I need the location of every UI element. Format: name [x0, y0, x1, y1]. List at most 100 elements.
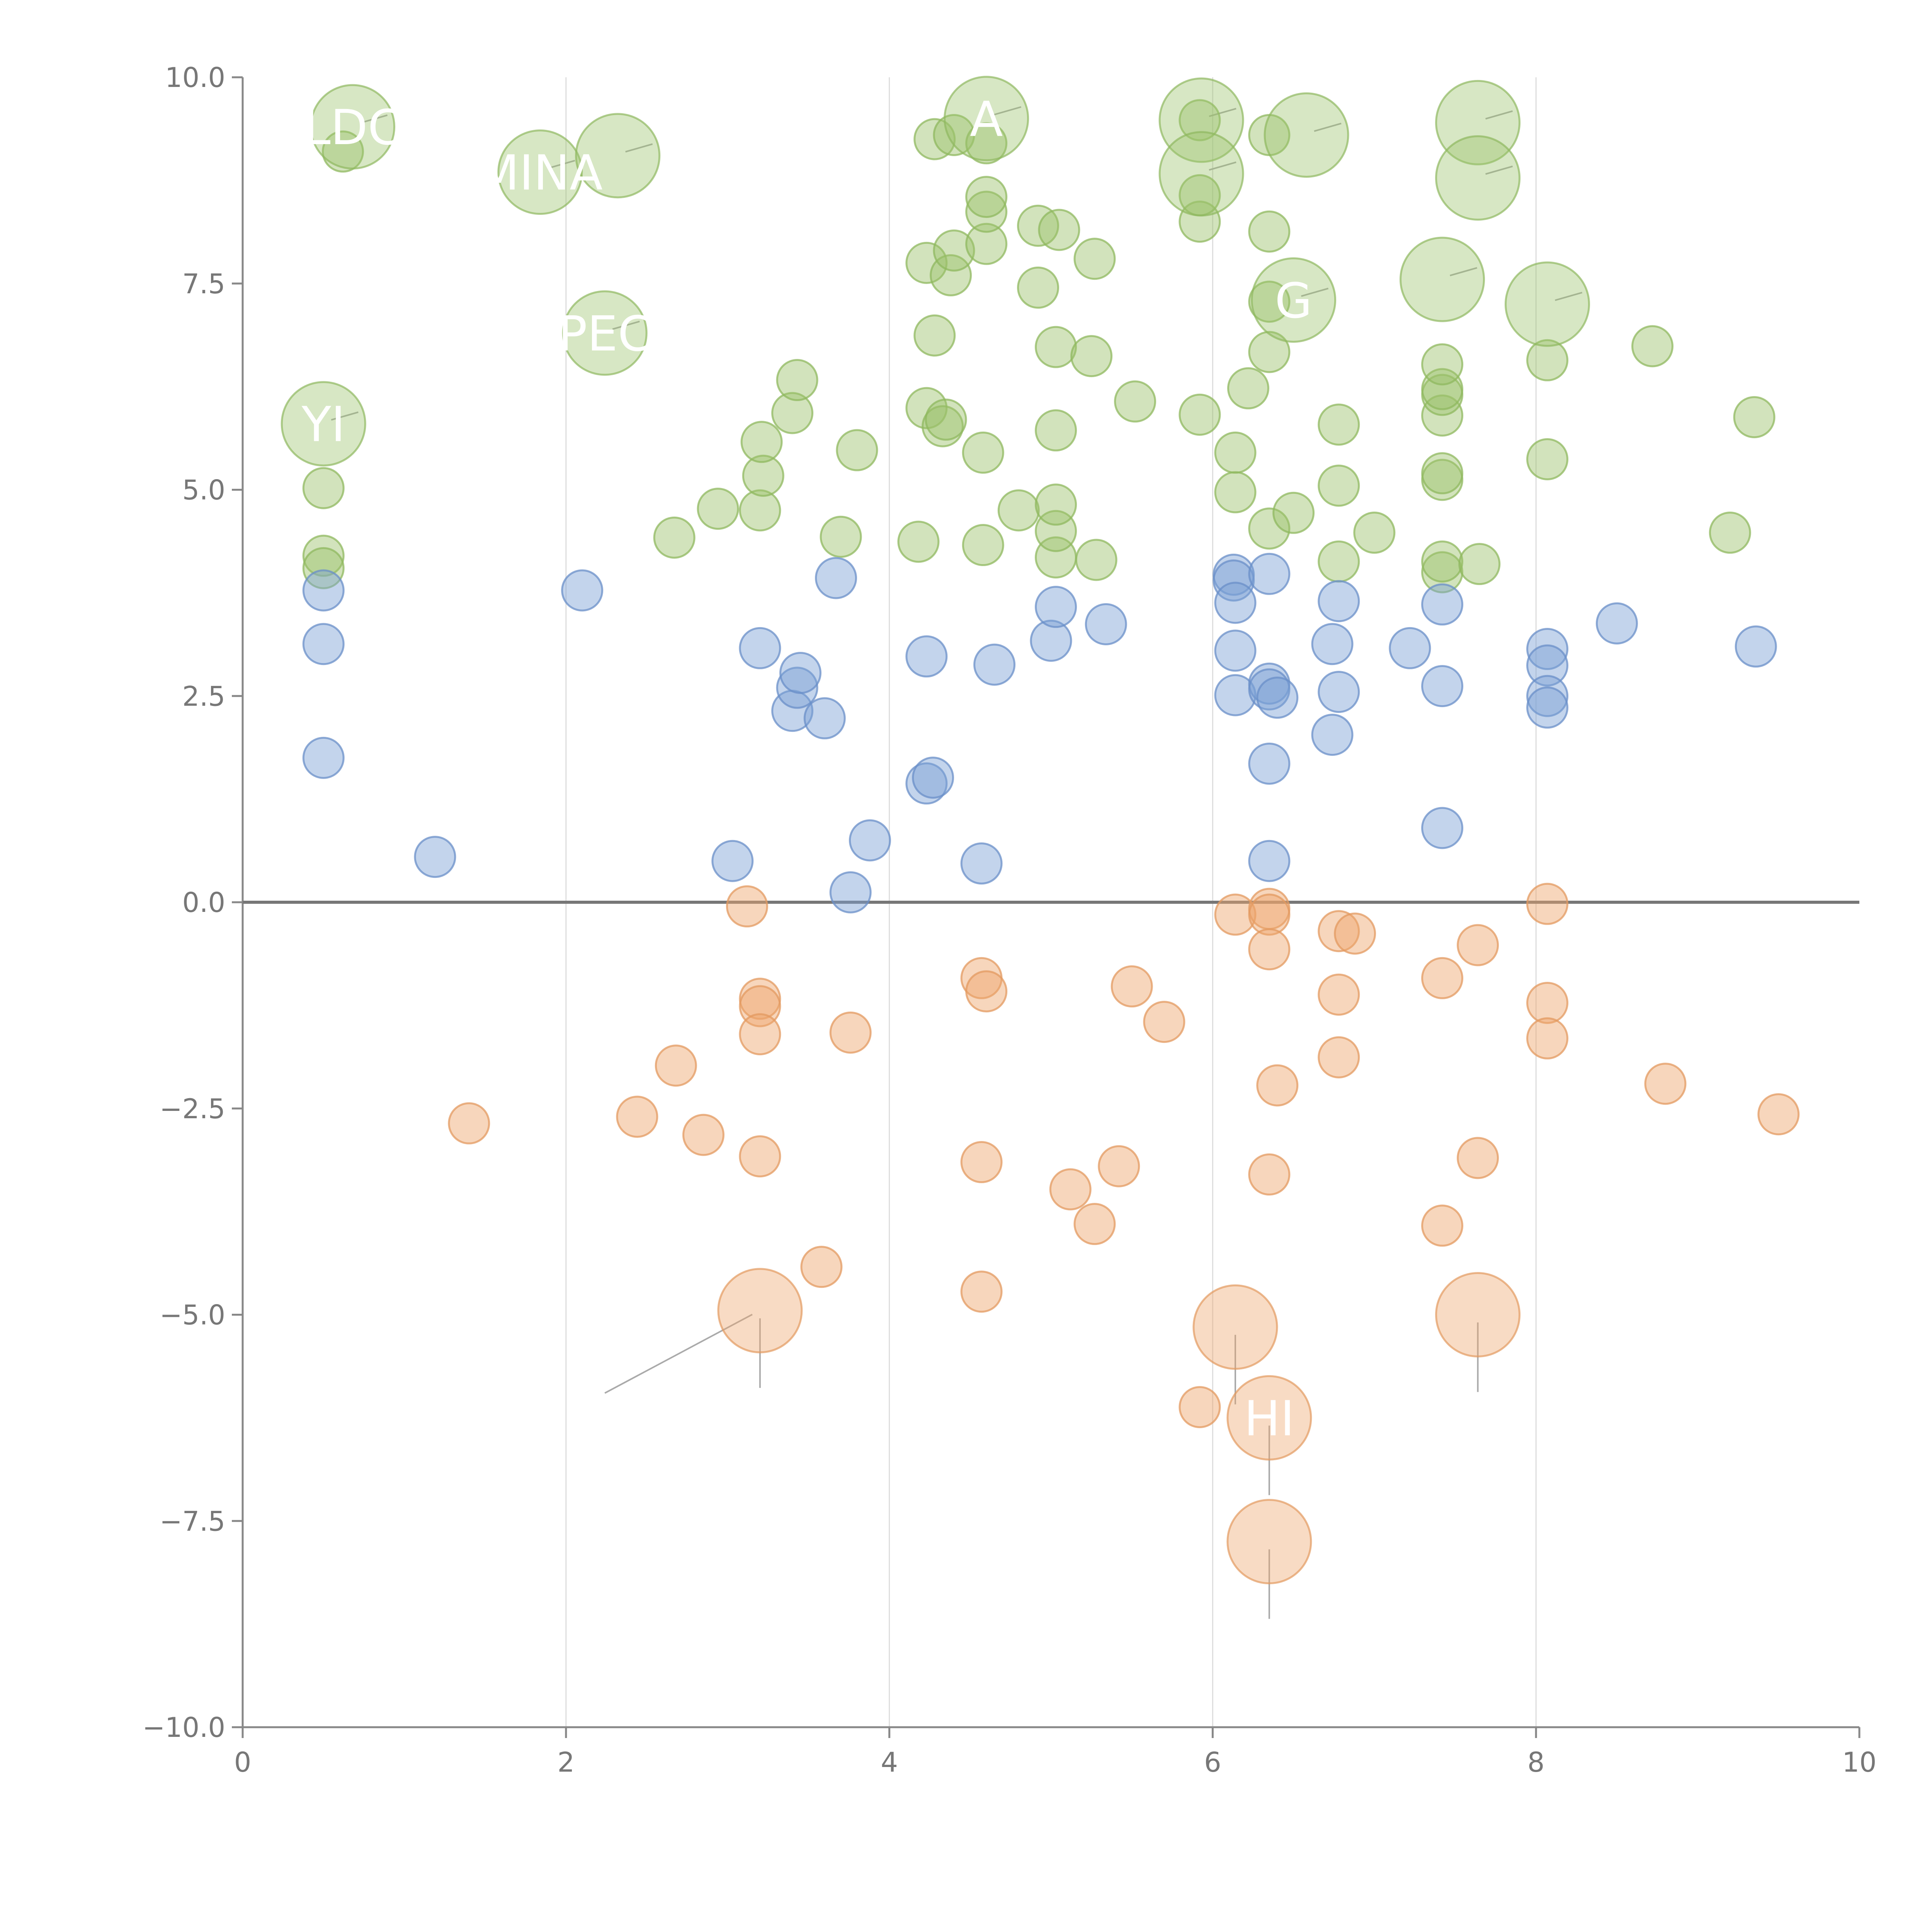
high-bubble: [1353, 512, 1396, 554]
high-bubble: [321, 130, 364, 173]
low-bubble: [829, 1011, 872, 1054]
high-bubble: [1526, 438, 1568, 481]
medium-bubble: [1030, 619, 1072, 662]
high-bubble: [1421, 551, 1464, 594]
low-bubble: [1049, 1168, 1092, 1211]
x-tick-label: 2: [558, 1747, 575, 1778]
high-bubble: [1248, 281, 1291, 323]
high-bubble: [922, 405, 964, 447]
low-bubble: [739, 1013, 781, 1056]
axes: 10.0 7.5 5.0 2.5 0.0 −2.5 −5.0 −7.5 −10.0 0 2 4 6 8 10: [142, 62, 1876, 1778]
medium-bubble: [815, 557, 857, 599]
low-bubble: [1248, 893, 1291, 936]
low-bubble: [965, 970, 1008, 1013]
low-bubble: [655, 1044, 697, 1087]
medium-bubble: [1214, 674, 1257, 716]
high-bubble: [776, 359, 818, 401]
high-bubble: [905, 387, 948, 429]
annotation-label: A: [970, 92, 1003, 148]
medium-bubble: [711, 840, 754, 882]
medium-bubble: [414, 836, 456, 878]
high-bubble: [739, 489, 781, 532]
leader-line: [548, 160, 575, 169]
medium-bubble: [829, 871, 872, 913]
high-bubble: [1458, 543, 1501, 585]
annotation-leaders: [331, 106, 1583, 1619]
medium-bubble: [1035, 586, 1077, 628]
low-bubble: [1318, 910, 1360, 952]
low-large-bubble: [1192, 1284, 1278, 1370]
low-bubble: [1526, 981, 1568, 1024]
high-bubble: [771, 392, 814, 434]
y-tick-label: 2.5: [182, 680, 225, 712]
low-bubble: [1179, 1386, 1221, 1429]
low-bubble: [1248, 1153, 1291, 1196]
low-bubble: [1143, 1001, 1185, 1043]
medium-bubble: [1389, 627, 1431, 669]
low-bubble: [1757, 1093, 1800, 1136]
high-large-bubble: [497, 129, 583, 215]
high-bubble: [653, 516, 696, 559]
high-bubble: [1248, 507, 1291, 550]
medium-bubble: [1248, 553, 1291, 595]
leader-line: [625, 143, 653, 153]
high-bubble: [897, 520, 940, 563]
low-bubble: [1644, 1063, 1687, 1105]
leader-line: [994, 106, 1022, 116]
high-bubble: [1035, 483, 1077, 526]
medium-bubble: [960, 842, 1003, 885]
y-tick-label: −2.5: [160, 1093, 225, 1125]
medium-bubble: [912, 757, 954, 799]
high-bubble: [965, 176, 1008, 218]
leader-line: [604, 1314, 753, 1394]
leader-line: [1314, 122, 1342, 132]
y-tick-label: 0.0: [182, 887, 225, 918]
high-bubble: [1075, 539, 1117, 581]
high-bubble: [1272, 492, 1315, 534]
y-tick-label: −7.5: [160, 1505, 225, 1537]
low-bubble: [739, 1135, 781, 1178]
low-bubble: [1457, 924, 1499, 966]
medium-bubble: [1421, 665, 1464, 707]
high-large-bubble: [281, 381, 366, 467]
low-bubble: [1421, 957, 1464, 999]
leader-line: [331, 411, 359, 421]
leader-line: [1209, 108, 1236, 117]
high-bubble: [820, 515, 862, 558]
medium-bubble: [905, 635, 948, 678]
high-bubble: [302, 467, 345, 509]
bubbles: [281, 76, 1800, 1585]
low-bubble: [1098, 1145, 1140, 1187]
medium-bubble: [561, 569, 604, 612]
high-bubble: [1227, 367, 1269, 410]
low-bubble: [1526, 1017, 1568, 1060]
low-bubble: [1111, 965, 1153, 1008]
low-large-bubble: [1226, 1499, 1312, 1585]
low-bubble: [1526, 883, 1568, 925]
medium-bubble: [779, 651, 821, 694]
high-bubble: [1179, 99, 1221, 141]
low-large-bubble: [1226, 1375, 1312, 1461]
medium-bubble: [1248, 742, 1291, 785]
medium-bubble: [302, 623, 345, 665]
high-bubble: [1421, 452, 1464, 495]
medium-bubble: [1526, 675, 1568, 717]
high-bubble: [1248, 331, 1291, 373]
low-bubble: [1457, 1137, 1499, 1179]
leader-line: [1209, 161, 1236, 171]
low-bubble: [960, 1270, 1003, 1313]
medium-bubble: [1311, 714, 1354, 756]
high-bubble: [1421, 368, 1464, 410]
high-bubble: [1114, 380, 1156, 423]
low-bubble: [726, 885, 768, 928]
high-bubble: [1038, 209, 1080, 251]
y-tick-label: 10.0: [165, 62, 225, 94]
high-large-bubble: [1158, 131, 1244, 217]
leader-line: [1449, 267, 1478, 276]
low-bubble: [1421, 1204, 1464, 1247]
low-bubble: [1214, 893, 1257, 936]
low-bubble: [616, 1095, 658, 1138]
medium-bubble: [1421, 807, 1464, 849]
high-bubble: [905, 242, 948, 284]
